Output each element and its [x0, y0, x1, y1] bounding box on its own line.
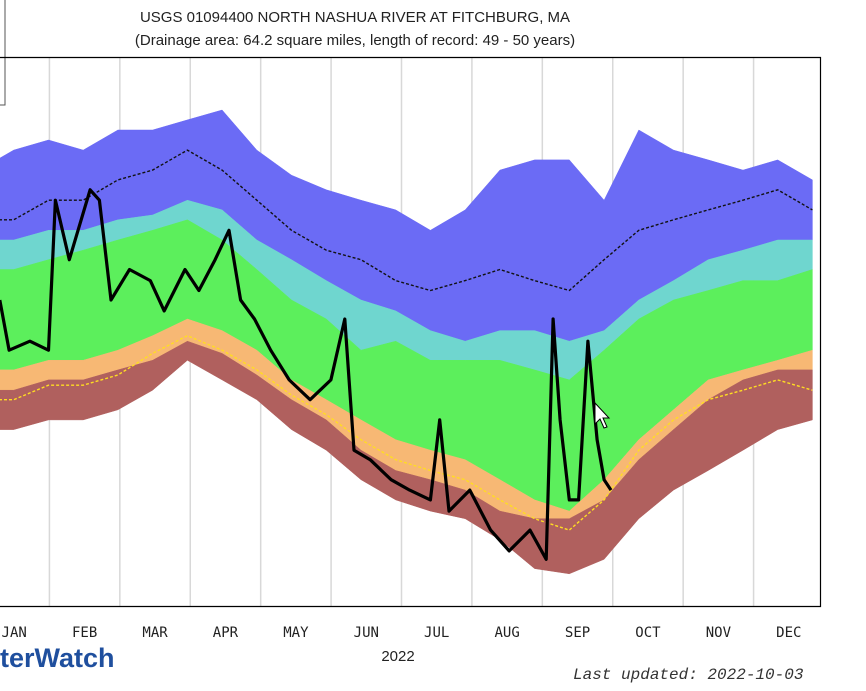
- plot-frame: [0, 56, 822, 608]
- x-tick-label: FEB: [72, 625, 97, 641]
- x-axis-label: 2022: [381, 648, 414, 665]
- statistic-line: [0, 335, 813, 531]
- x-tick-label: JAN: [2, 625, 27, 641]
- legend-box: [0, 0, 6, 106]
- percentile-band: [0, 340, 813, 575]
- last-updated: Last updated: 2022-10-03: [573, 666, 804, 684]
- x-tick-label: MAY: [283, 625, 309, 641]
- x-axis: JAN FEB MAR APR MAY JUN JUL AUG SEP OCT NOV DEC: [2, 625, 802, 641]
- logo: terWatch: [0, 643, 115, 673]
- observed-line: [0, 188, 613, 561]
- mouse-cursor: [594, 401, 611, 429]
- x-tick-label: DEC: [776, 625, 801, 641]
- chart-title: USGS 01094400 NORTH NASHUA RIVER AT FITC…: [140, 9, 570, 26]
- x-tick-label: JUN: [354, 625, 379, 641]
- x-tick-label: NOV: [706, 625, 732, 641]
- plot-area: [0, 109, 813, 575]
- x-tick-label: JUL: [424, 625, 449, 641]
- x-tick-label: APR: [213, 625, 239, 641]
- x-tick-label: MAR: [142, 625, 168, 641]
- x-tick-label: OCT: [635, 625, 661, 641]
- chart-subtitle: (Drainage area: 64.2 square miles, lengt…: [135, 32, 575, 49]
- x-tick-label: SEP: [565, 625, 590, 641]
- x-tick-label: AUG: [494, 625, 519, 641]
